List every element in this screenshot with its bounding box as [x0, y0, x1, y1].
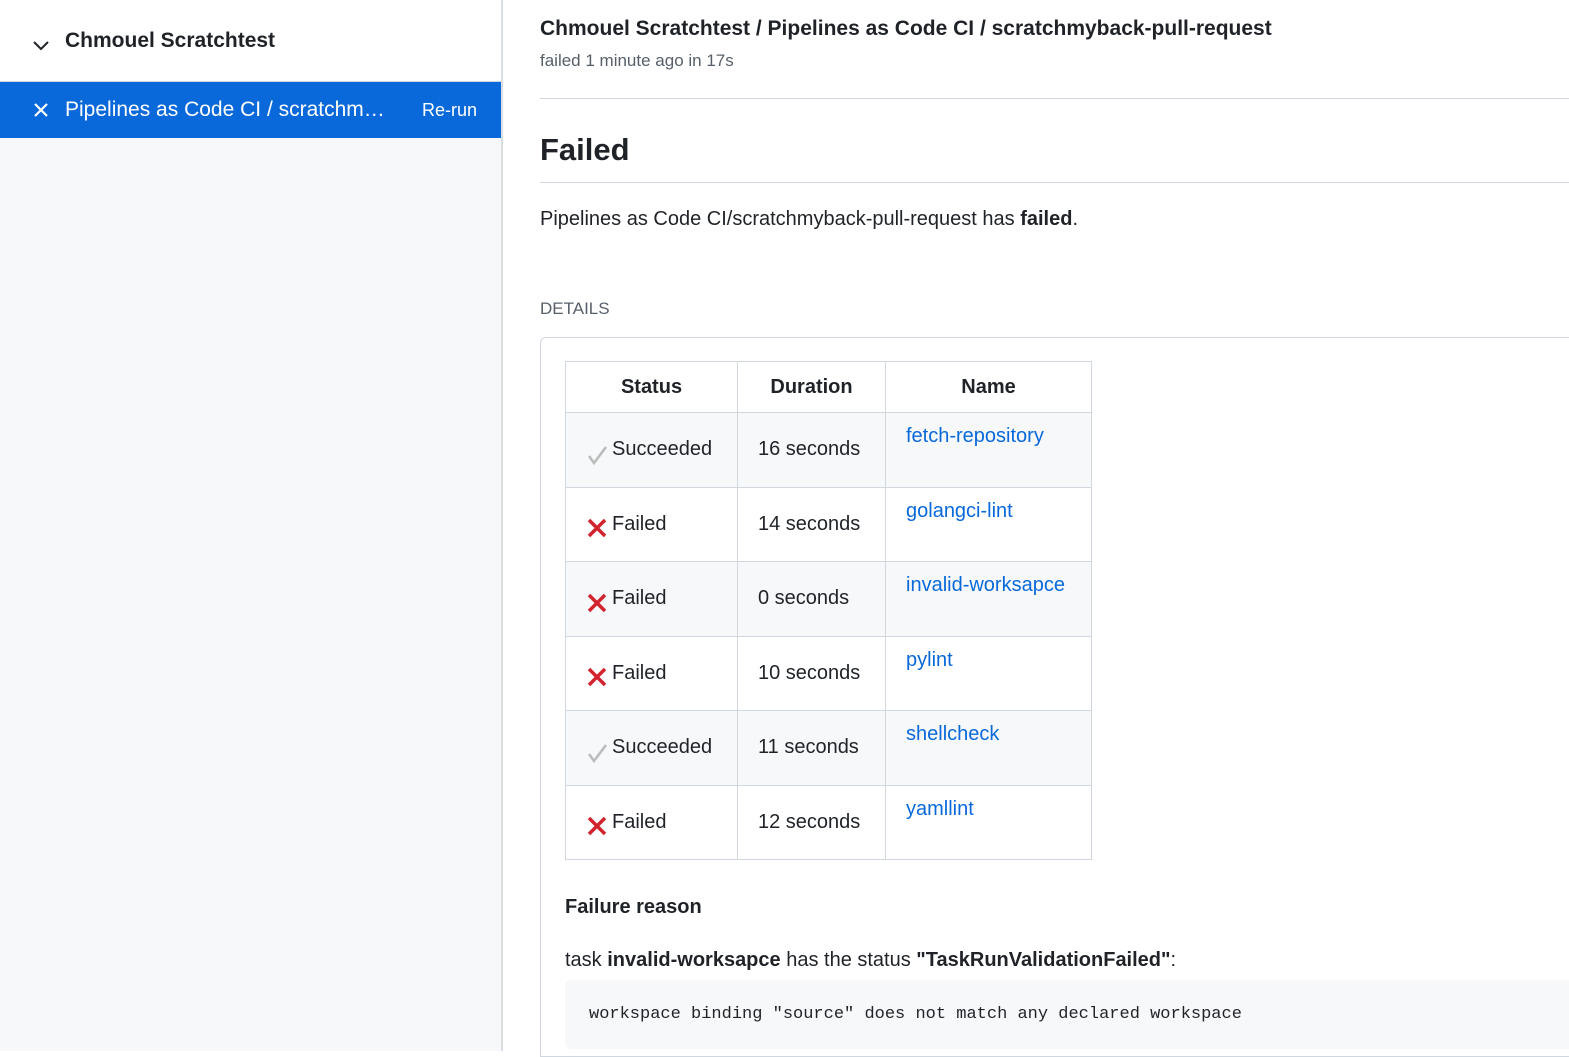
status-text: Succeeded	[612, 438, 713, 461]
x-icon	[587, 519, 607, 538]
check-icon	[587, 446, 607, 465]
reason-status: "TaskRunValidationFailed"	[916, 949, 1171, 971]
name-cell: golangci-lint	[885, 486, 1092, 562]
summary: Pipelines as Code CI/scratchmyback-pull-…	[540, 208, 1569, 231]
duration-cell: 14 seconds	[737, 486, 886, 562]
table-row: Failed 14 seconds golangci-lint	[565, 486, 1092, 562]
table-row: Succeeded 11 seconds shellcheck	[565, 710, 1092, 786]
duration-cell: 10 seconds	[737, 635, 886, 711]
task-link[interactable]: pylint	[906, 648, 953, 671]
close-icon	[34, 103, 48, 117]
name-cell: fetch-repository	[885, 412, 1092, 488]
reason-text: :	[1170, 949, 1177, 971]
check-icon	[587, 744, 607, 763]
duration-text: 12 seconds	[758, 810, 861, 833]
details-box: Status Duration Name Succeeded 16 second…	[540, 337, 1569, 1057]
sidebar: Chmouel Scratchtest Pipelines as Code CI…	[0, 0, 503, 1051]
status-text: Failed	[612, 512, 667, 535]
duration-text: 11 seconds	[758, 736, 859, 759]
run-subtitle: failed 1 minute ago in 17s	[540, 51, 734, 70]
task-link[interactable]: yamllint	[906, 797, 974, 820]
duration-cell: 16 seconds	[737, 412, 886, 488]
table-row: Failed 0 seconds invalid-worksapce	[565, 561, 1092, 637]
reason-text: has the status	[780, 949, 917, 971]
status-cell: Succeeded	[565, 710, 738, 786]
header-status: Status	[565, 361, 738, 413]
tasks-table: Status Duration Name Succeeded 16 second…	[565, 361, 1092, 860]
divider	[540, 182, 1569, 183]
status-cell: Succeeded	[565, 412, 738, 488]
duration-cell: 12 seconds	[737, 784, 886, 860]
error-code-block: workspace binding "source" does not matc…	[565, 980, 1569, 1049]
breadcrumb: Chmouel Scratchtest / Pipelines as Code …	[540, 17, 1272, 40]
x-icon	[587, 593, 607, 613]
repo-header[interactable]: Chmouel Scratchtest	[0, 0, 501, 82]
task-link[interactable]: invalid-worksapce	[906, 574, 1065, 596]
status-text: Failed	[612, 810, 667, 833]
summary-text: Pipelines as Code CI/scratchmyback-pull-…	[540, 208, 1021, 230]
task-link[interactable]: fetch-repository	[906, 425, 1044, 447]
summary-suffix: .	[1072, 208, 1079, 230]
chevron-down-icon	[33, 40, 49, 50]
duration-text: 14 seconds	[758, 512, 861, 535]
duration-cell: 0 seconds	[737, 561, 886, 637]
failure-heading: Failure reason	[565, 896, 702, 918]
status-text: Failed	[612, 661, 667, 684]
page-title: Failed	[540, 132, 630, 167]
divider	[540, 98, 1569, 99]
x-icon	[587, 817, 607, 836]
table-row: Failed 12 seconds yamllint	[565, 784, 1092, 860]
reason-text: task	[565, 949, 608, 971]
duration-text: 0 seconds	[758, 587, 850, 610]
header-duration: Duration	[737, 361, 886, 413]
rerun-button[interactable]: Re-run	[421, 99, 477, 120]
name-cell: yamllint	[885, 784, 1092, 860]
failure-reason: task invalid-worksapce has the status "T…	[565, 949, 1569, 972]
table-row: Failed 10 seconds pylint	[565, 635, 1092, 711]
table-row: Succeeded 16 seconds fetch-repository	[565, 412, 1092, 488]
task-link[interactable]: shellcheck	[906, 723, 1000, 745]
repo-title: Chmouel Scratchtest	[65, 28, 276, 52]
duration-text: 10 seconds	[758, 661, 861, 684]
x-icon	[587, 668, 607, 687]
sidebar-item-label: Pipelines as Code CI / scratchm…	[65, 98, 385, 121]
task-link[interactable]: golangci-lint	[906, 499, 1013, 522]
sidebar-item-check-run[interactable]: Pipelines as Code CI / scratchm… Re-run	[0, 82, 501, 138]
status-cell: Failed	[565, 784, 738, 860]
status-cell: Failed	[565, 486, 738, 562]
summary-status: failed	[1020, 208, 1073, 230]
status-cell: Failed	[565, 561, 738, 637]
main-content: Chmouel Scratchtest / Pipelines as Code …	[540, 0, 1569, 1057]
reason-task: invalid-worksapce	[607, 949, 781, 971]
name-cell: invalid-worksapce	[885, 561, 1092, 637]
header-name: Name	[885, 361, 1092, 413]
status-text: Failed	[612, 587, 667, 610]
name-cell: shellcheck	[885, 710, 1092, 786]
status-text: Succeeded	[612, 736, 713, 759]
duration-cell: 11 seconds	[737, 710, 886, 786]
name-cell: pylint	[885, 635, 1092, 711]
status-cell: Failed	[565, 635, 738, 711]
duration-text: 16 seconds	[758, 438, 861, 461]
details-label: DETAILS	[540, 299, 610, 318]
